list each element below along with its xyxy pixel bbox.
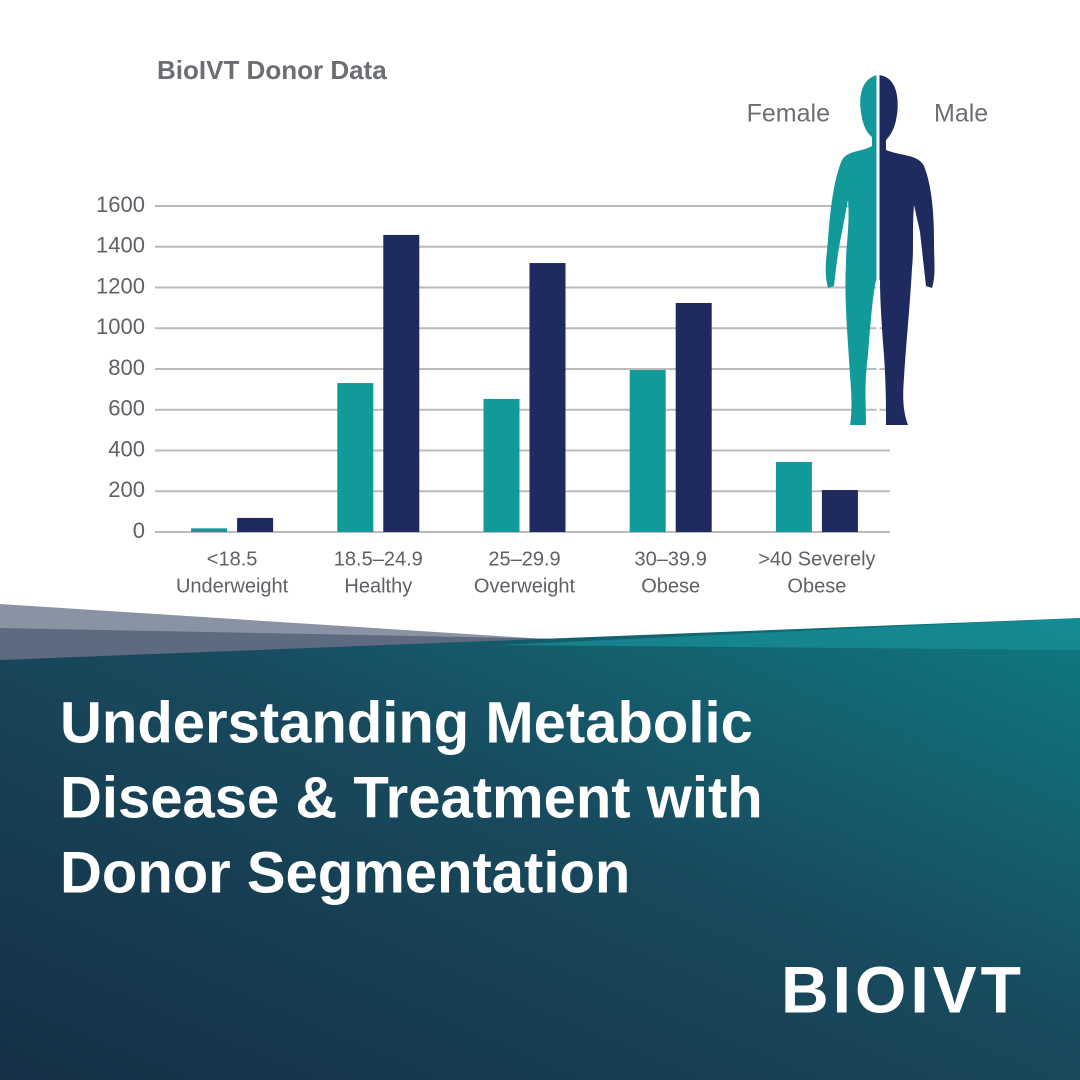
headline-line: Understanding Metabolic (60, 690, 753, 755)
bar (383, 234, 420, 532)
legend-label: Male (934, 100, 988, 128)
banner-stripe (500, 618, 1080, 650)
x-tick-label: <18.5 (207, 548, 258, 570)
bar (483, 398, 520, 532)
y-tick-label: 600 (108, 396, 145, 421)
x-tick-label: 18.5–24.9 (334, 548, 423, 570)
x-tick-label: 25–29.9 (488, 548, 560, 570)
y-tick-label: 800 (108, 355, 145, 380)
y-tick-label: 1600 (96, 192, 145, 217)
bar (529, 263, 566, 532)
legend-label: Female (747, 100, 830, 128)
y-tick-label: 200 (108, 477, 145, 502)
logo: BIOIVT (781, 952, 1025, 1026)
y-tick-label: 1400 (96, 233, 145, 258)
bar (237, 517, 274, 532)
male-figure (878, 75, 935, 425)
silhouette (825, 72, 935, 430)
female-figure (825, 75, 878, 425)
bar (675, 302, 712, 532)
headline-line: Donor Segmentation (60, 840, 630, 905)
x-tick-label: Overweight (474, 575, 576, 597)
chart-title: BioIVT Donor Data (157, 55, 387, 85)
bar (775, 461, 812, 532)
banner (0, 618, 1080, 1080)
headline: Understanding Metabolic Disease & Treatme… (60, 690, 763, 905)
x-tick-label: >40 Severely (758, 548, 875, 570)
x-tick-label: Obese (641, 575, 700, 597)
logo-text: BIOIVT (781, 952, 1025, 1026)
y-tick-label: 400 (108, 436, 145, 461)
bar (629, 370, 666, 532)
x-tick-label: Healthy (344, 575, 412, 597)
x-tick-label: 30–39.9 (635, 548, 707, 570)
bar (191, 528, 228, 532)
bar (337, 383, 374, 532)
y-tick-label: 1200 (96, 273, 145, 298)
headline-line: Disease & Treatment with (60, 765, 763, 830)
x-tick-label: Obese (787, 575, 846, 597)
y-tick-label: 1000 (96, 314, 145, 339)
banner-stripe (0, 628, 620, 662)
x-tick-label: Underweight (176, 575, 289, 597)
chart: 0 200 400 600 800 1000 1200 1400 1600 <18.5 Underw… (96, 100, 988, 598)
y-tick-label: 0 (133, 518, 145, 543)
bar (821, 490, 858, 532)
